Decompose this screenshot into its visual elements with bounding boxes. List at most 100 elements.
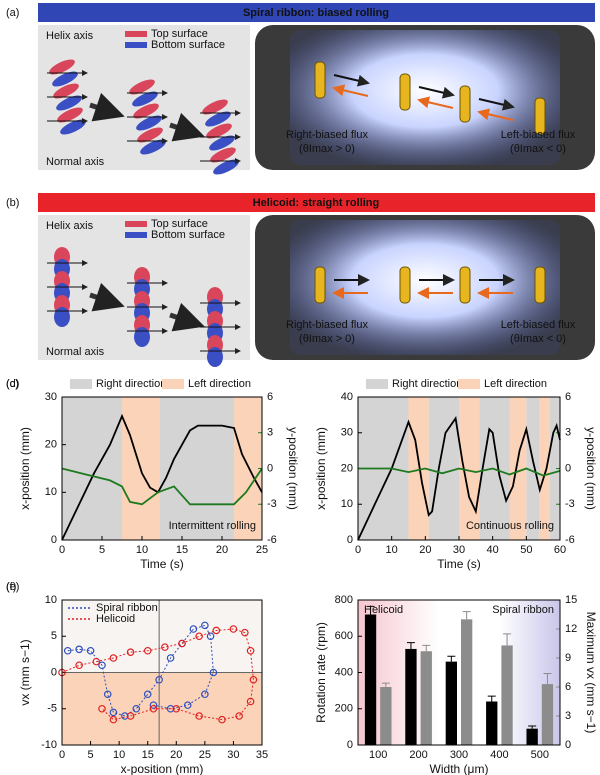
flow-arrow xyxy=(333,74,370,87)
data-point xyxy=(166,654,175,662)
right-flux-condition: (θImax > 0) xyxy=(299,143,355,155)
legend-label: Helicoid xyxy=(96,613,135,625)
data-point xyxy=(246,697,255,706)
ribbon-bottom xyxy=(140,139,166,155)
plot-frame xyxy=(357,599,561,746)
legend-label: Right direction xyxy=(392,378,462,390)
error-bar xyxy=(447,655,456,662)
y-axis-label: vx (mm s−1) xyxy=(18,639,32,705)
data-point xyxy=(249,675,258,684)
legend-label: Left direction xyxy=(188,378,251,390)
step-arrow xyxy=(89,282,125,312)
data-point xyxy=(109,715,118,724)
bar xyxy=(526,728,538,745)
data-point xyxy=(195,712,203,720)
data-point xyxy=(109,654,118,662)
data-point xyxy=(75,661,83,670)
bottom-swatch xyxy=(125,42,147,48)
data-point xyxy=(63,646,72,655)
direction-region xyxy=(539,397,550,540)
y-tick-label: 30 xyxy=(45,391,57,403)
annotation: Continuous rolling xyxy=(466,520,554,532)
x-axis-label: x-position (mm) xyxy=(121,762,204,775)
top-swatch xyxy=(125,31,147,37)
ribbon-top xyxy=(137,127,163,143)
panel-header xyxy=(38,3,595,22)
data-point xyxy=(209,668,218,677)
series-line xyxy=(357,416,561,541)
data-point xyxy=(86,646,95,655)
step-arrow xyxy=(89,92,125,122)
y-tick-label: 10 xyxy=(45,594,57,606)
data-point xyxy=(121,712,129,720)
y-tick-label: 0 xyxy=(51,534,57,546)
ribbon-top xyxy=(129,79,155,95)
data-point xyxy=(92,657,101,666)
data-point xyxy=(126,648,135,657)
y-tick-label: 10 xyxy=(341,498,353,510)
x-tick-label: 60 xyxy=(554,544,566,556)
data-point xyxy=(161,643,169,651)
plot-bg xyxy=(358,600,560,745)
plot-frame xyxy=(61,599,263,746)
direction-region xyxy=(549,397,560,540)
y2-tick-label: 6 xyxy=(565,681,571,693)
y2-tick-label: 9 xyxy=(565,652,571,664)
error-bar xyxy=(366,605,375,615)
panel-label: (e) xyxy=(6,581,19,593)
data-point xyxy=(246,646,255,655)
direction-region xyxy=(408,397,429,540)
left-flux-label: Left-biased flux xyxy=(501,129,576,141)
bar xyxy=(420,651,432,745)
x-tick-label: 500 xyxy=(531,749,549,761)
direction-region xyxy=(62,397,122,540)
y2-tick-label: 3 xyxy=(565,710,571,722)
microrobot xyxy=(314,266,326,304)
ribbon-bottom xyxy=(136,115,162,131)
y-tick-label: 30 xyxy=(341,427,353,439)
right-flux-condition: (θImax > 0) xyxy=(299,333,355,345)
error-bar xyxy=(381,682,390,687)
x-tick-label: 0 xyxy=(355,544,361,556)
direction-region xyxy=(234,397,262,540)
y2-tick-label: 0 xyxy=(267,462,273,474)
y-axis-label: Rotation rate (rpm) xyxy=(314,622,328,723)
x-tick-label: 0 xyxy=(59,749,65,761)
ribbon-top xyxy=(53,83,79,99)
ribbon-bottom xyxy=(205,111,231,127)
bar xyxy=(445,661,457,745)
legend-swatch xyxy=(366,379,388,389)
data-point xyxy=(206,632,215,641)
x-axis-label: Time (s) xyxy=(437,557,481,571)
y-axis-label: x-position (mm) xyxy=(314,427,328,510)
ribbon-bottom xyxy=(134,327,150,347)
legend-label: Spiral ribbon xyxy=(96,602,158,614)
x-tick-label: 100 xyxy=(369,749,387,761)
direction-region xyxy=(459,397,480,540)
error-bar xyxy=(487,695,496,702)
x-tick-label: 30 xyxy=(453,544,465,556)
step-arrow xyxy=(169,112,205,142)
data-point xyxy=(195,632,203,641)
x-tick-label: 400 xyxy=(490,749,508,761)
flow-arrow-back xyxy=(477,108,514,121)
microrobot xyxy=(459,85,471,123)
y-tick-label: 20 xyxy=(45,439,57,451)
y2-tick-label: -3 xyxy=(267,498,277,510)
ribbon-bottom xyxy=(209,135,235,151)
y2-tick-label: 0 xyxy=(565,462,571,474)
microrobot xyxy=(314,61,326,99)
direction-region xyxy=(526,397,540,540)
y-tick-label: -5 xyxy=(47,703,57,715)
panel-title: Helicoid: straight rolling xyxy=(253,197,380,209)
bar xyxy=(501,645,513,745)
data-point xyxy=(229,625,238,633)
bar xyxy=(380,687,392,745)
error-bar xyxy=(422,644,431,652)
error-bar xyxy=(503,633,512,646)
y-region xyxy=(62,600,262,673)
y-tick-label: 0 xyxy=(347,739,353,751)
data-point xyxy=(103,690,112,699)
ribbon-bottom xyxy=(54,307,70,327)
direction-region xyxy=(159,397,234,540)
